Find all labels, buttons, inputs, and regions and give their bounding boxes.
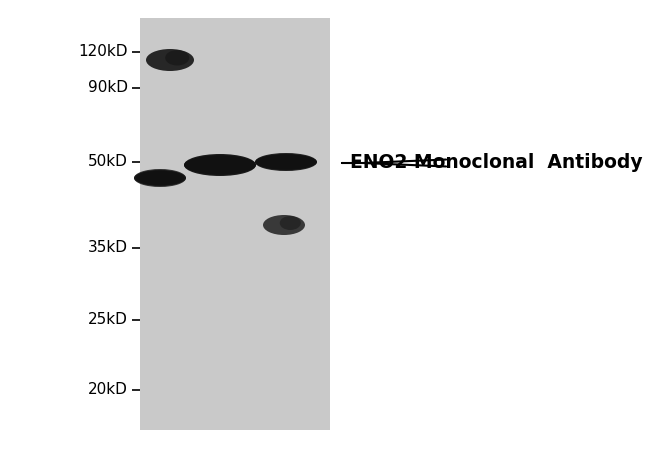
Ellipse shape	[192, 158, 248, 172]
Ellipse shape	[195, 160, 245, 170]
Text: 25kD: 25kD	[88, 313, 128, 327]
Ellipse shape	[138, 171, 182, 185]
Ellipse shape	[262, 156, 310, 168]
Ellipse shape	[259, 155, 313, 169]
Text: 120kD: 120kD	[79, 45, 128, 60]
Ellipse shape	[146, 176, 174, 180]
Ellipse shape	[140, 172, 180, 184]
Ellipse shape	[184, 156, 256, 175]
Ellipse shape	[165, 50, 189, 65]
Ellipse shape	[265, 157, 307, 166]
Bar	[140, 18, 330, 430]
Ellipse shape	[187, 156, 254, 175]
Ellipse shape	[200, 162, 240, 168]
Ellipse shape	[203, 164, 237, 166]
Ellipse shape	[280, 216, 301, 230]
Ellipse shape	[134, 169, 186, 187]
Ellipse shape	[142, 174, 178, 183]
Ellipse shape	[189, 157, 251, 173]
Ellipse shape	[263, 215, 305, 235]
Ellipse shape	[271, 161, 301, 163]
Ellipse shape	[134, 170, 186, 186]
Text: 20kD: 20kD	[88, 382, 128, 397]
Ellipse shape	[269, 160, 303, 164]
Ellipse shape	[136, 170, 184, 186]
Ellipse shape	[255, 153, 317, 171]
Ellipse shape	[144, 175, 176, 181]
Ellipse shape	[266, 159, 306, 166]
Ellipse shape	[198, 161, 242, 169]
Text: 35kD: 35kD	[88, 240, 128, 256]
Ellipse shape	[184, 154, 256, 176]
Text: ENO2 Monoclonal  Antibody: ENO2 Monoclonal Antibody	[350, 152, 643, 171]
Ellipse shape	[148, 177, 172, 179]
Ellipse shape	[255, 154, 317, 170]
Text: 50kD: 50kD	[88, 155, 128, 170]
Ellipse shape	[257, 154, 315, 170]
Text: 90kD: 90kD	[88, 80, 128, 96]
Ellipse shape	[146, 49, 194, 71]
